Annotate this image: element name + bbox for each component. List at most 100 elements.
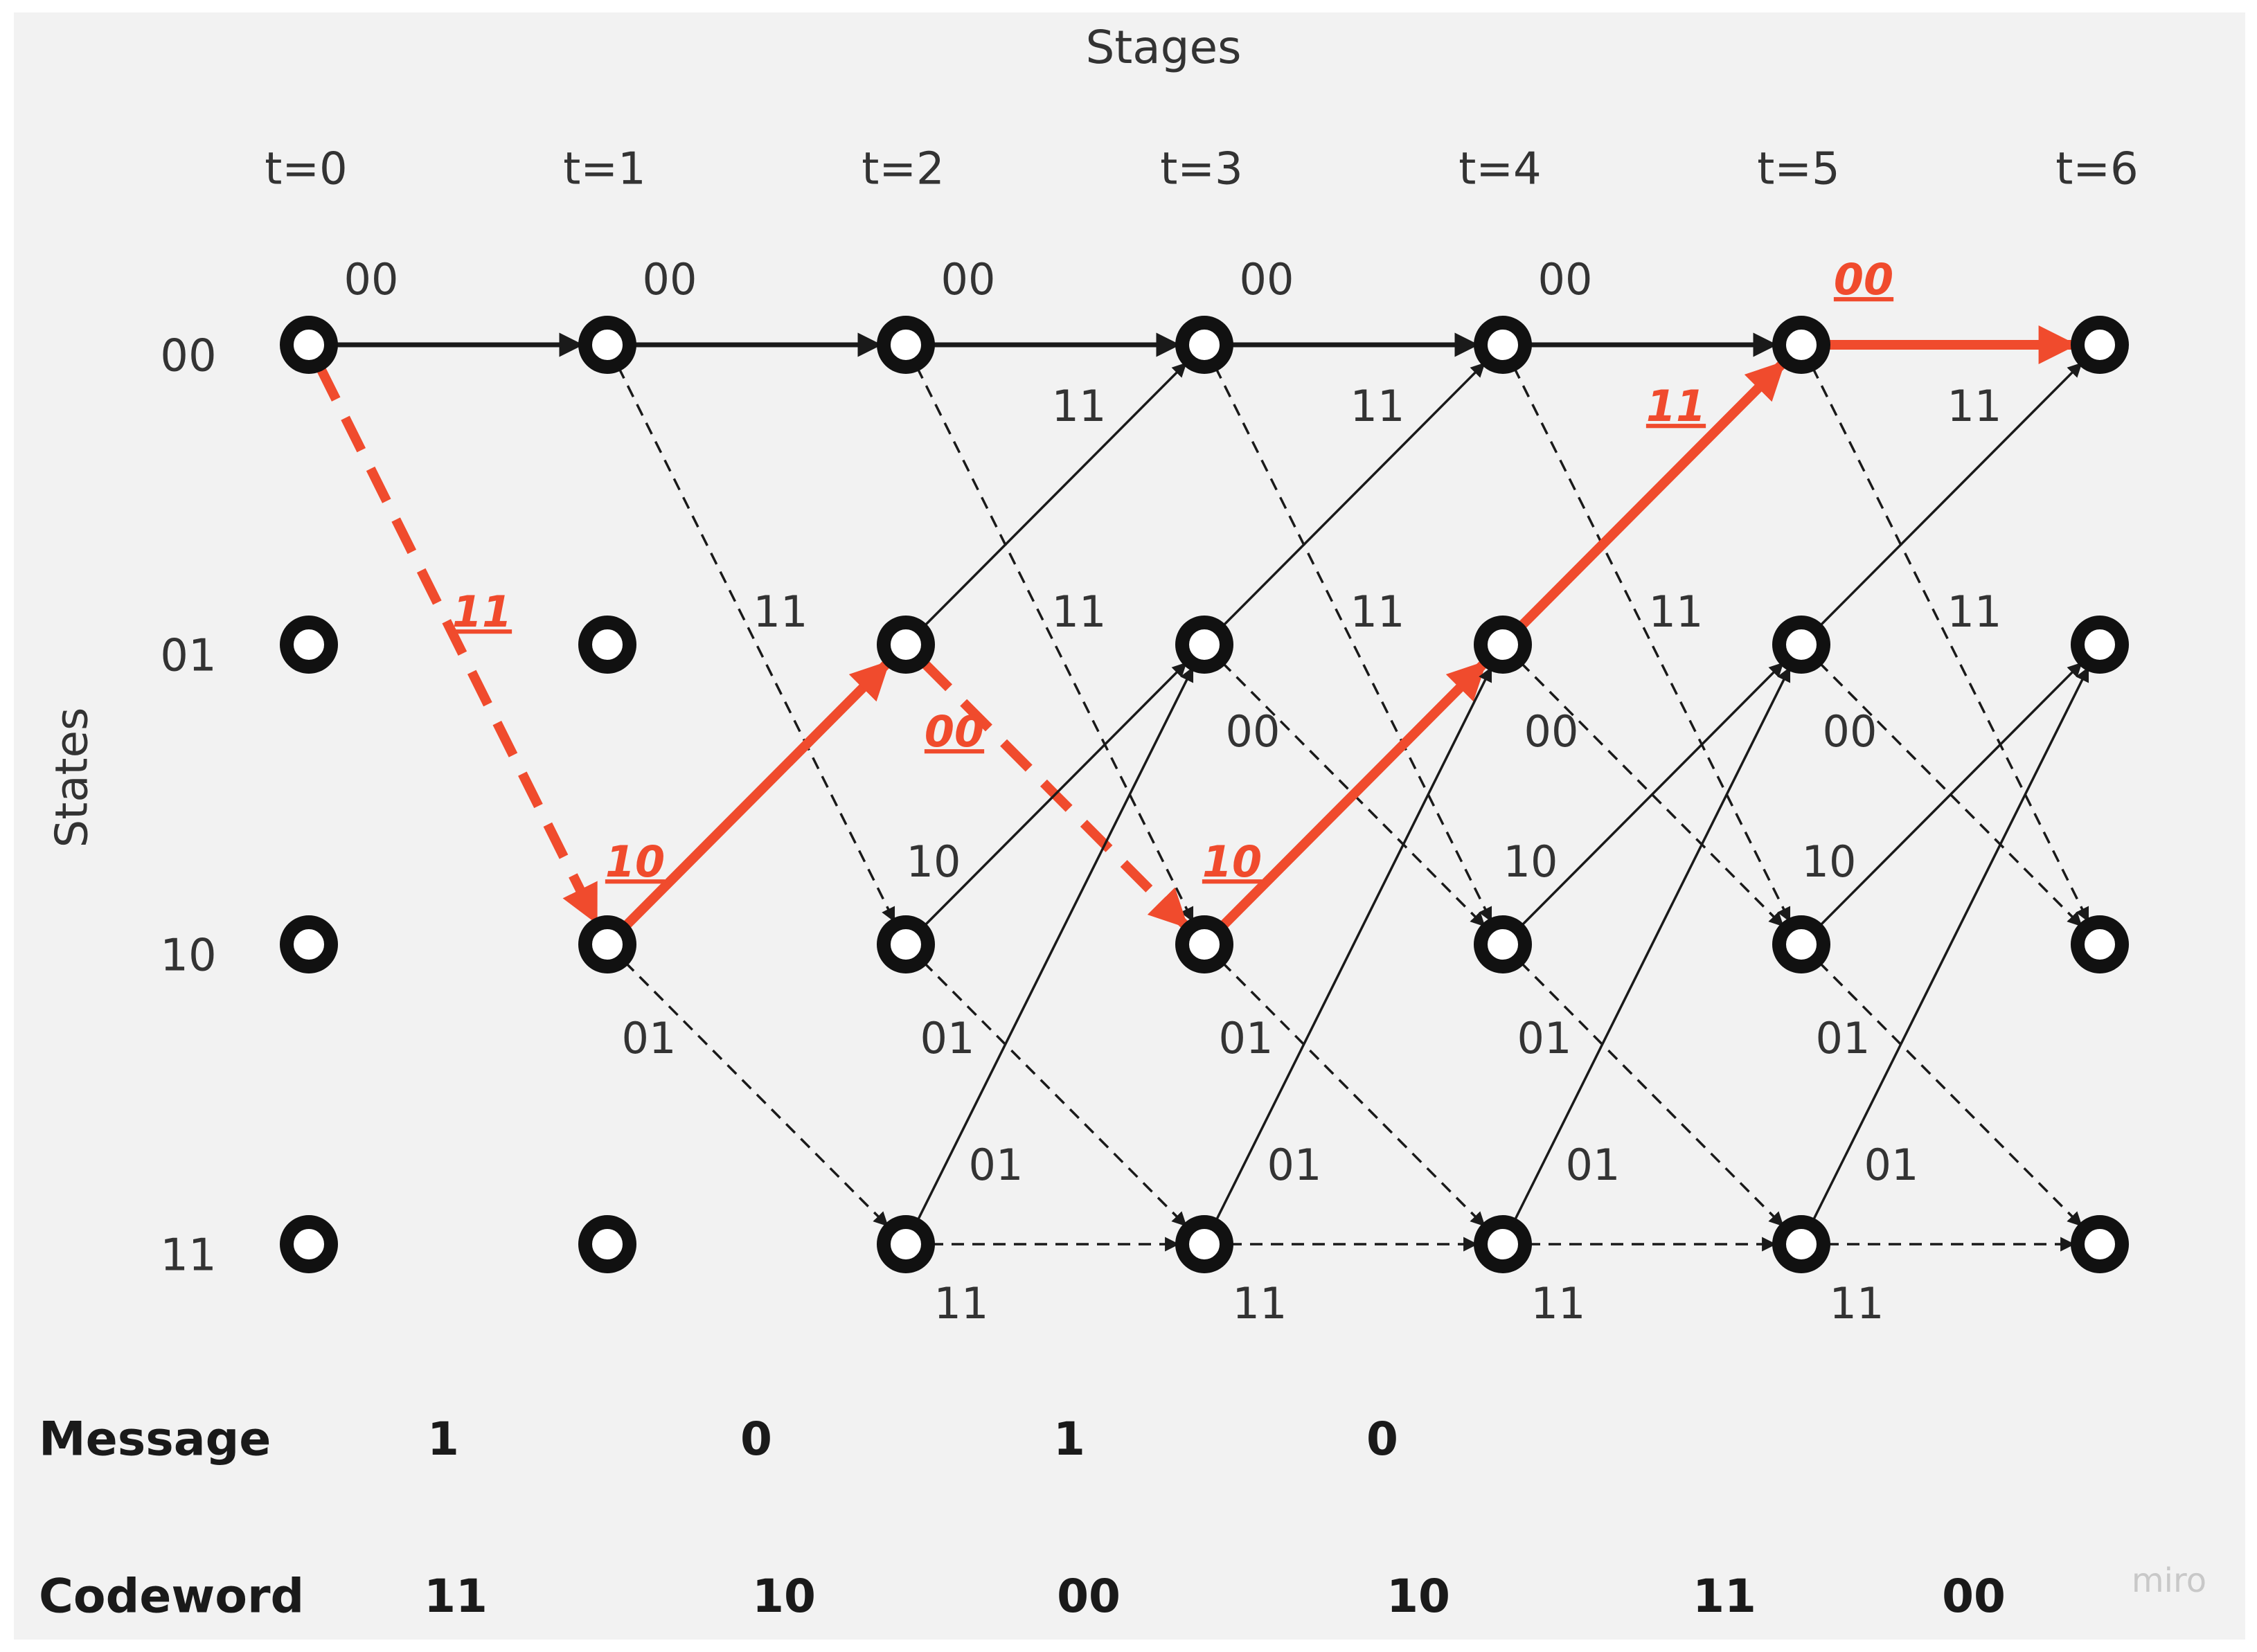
- codeword-symbol: 11: [1693, 1570, 1756, 1623]
- transition-edge: [1214, 667, 1492, 1223]
- state-node: [1772, 616, 1830, 674]
- edge-output-label: 11: [934, 1278, 989, 1329]
- state-node: [280, 616, 338, 674]
- edge-output-label: 10: [1504, 836, 1558, 887]
- state-node: [1474, 316, 1532, 374]
- edge-output-label: 10: [907, 836, 961, 887]
- state-node: [877, 616, 935, 674]
- transition-edge: [1818, 961, 2082, 1227]
- state-node: [280, 316, 338, 374]
- state-node: [877, 316, 935, 374]
- state-node: [578, 616, 636, 674]
- message-label: Message: [39, 1412, 271, 1467]
- transition-edge: [621, 659, 891, 931]
- stage-label: t=6: [2055, 144, 2138, 195]
- stage-label: t=4: [1458, 144, 1541, 195]
- trellis-diagram: 0011001110010011110010010111001111001001…: [39, 21, 2206, 1624]
- edge-output-label: 01: [1517, 1013, 1572, 1063]
- edge-output-label: 11: [1052, 381, 1107, 431]
- state-node: [2071, 915, 2129, 973]
- edge-output-label: 01: [969, 1140, 1024, 1190]
- transition-edge: [1221, 362, 1486, 628]
- edge-output-label: 11: [753, 586, 808, 637]
- message-bit: 0: [740, 1412, 772, 1466]
- transition-edge: [1519, 961, 1784, 1227]
- path-output-label: 11: [452, 586, 512, 637]
- edge-output-label: 01: [622, 1013, 677, 1063]
- edge-output-label: 01: [1816, 1013, 1871, 1063]
- state-node: [877, 915, 935, 973]
- state-node: [2071, 616, 2129, 674]
- state-label: 00: [160, 331, 216, 382]
- transition-edge: [1818, 662, 2082, 928]
- edge-output-label: 11: [1830, 1278, 1884, 1329]
- codeword-label: Codeword: [39, 1570, 304, 1624]
- state-label: 10: [160, 931, 216, 982]
- state-node: [578, 316, 636, 374]
- edge-output-label: 11: [1350, 586, 1405, 637]
- edge-output-label: 11: [1233, 1278, 1287, 1329]
- transition-edge: [315, 365, 600, 924]
- edge-output-label: 11: [1052, 586, 1107, 637]
- transition-edge: [1517, 359, 1787, 631]
- edge-output-label: 11: [1531, 1278, 1586, 1329]
- state-label: 01: [160, 631, 216, 682]
- message-bit: 1: [427, 1412, 459, 1466]
- stage-label: t=3: [1160, 144, 1242, 195]
- state-node: [1175, 616, 1233, 674]
- state-node: [1175, 1215, 1233, 1273]
- message-bit: 1: [1053, 1412, 1085, 1466]
- edge-output-label: 00: [1226, 706, 1281, 757]
- codeword-symbol: 00: [1057, 1570, 1121, 1623]
- edge-output-label: 00: [1538, 254, 1593, 305]
- codeword-symbol: 10: [1386, 1570, 1450, 1623]
- state-node: [280, 1215, 338, 1273]
- edge-output-label: 11: [1947, 381, 2002, 431]
- edge-output-label: 00: [1240, 254, 1294, 305]
- state-node: [1474, 616, 1532, 674]
- transition-edge: [1221, 961, 1486, 1227]
- state-node: [1772, 1215, 1830, 1273]
- edge-output-label: 11: [1947, 586, 2002, 637]
- state-node: [578, 1215, 636, 1273]
- edge-output-label: 00: [941, 254, 996, 305]
- transition-edge: [922, 961, 1187, 1227]
- stage-label: t=0: [265, 144, 347, 195]
- edge-output-label: 11: [1649, 586, 1704, 637]
- edge-output-label: 00: [1524, 706, 1579, 757]
- edge-output-label: 10: [1802, 836, 1857, 887]
- state-node: [2071, 1215, 2129, 1273]
- path-output-label: 00: [1834, 254, 1893, 305]
- transition-edge: [922, 362, 1187, 628]
- state-node: [877, 1215, 935, 1273]
- transition-edge: [916, 667, 1194, 1223]
- stage-label: t=1: [563, 144, 645, 195]
- transition-edge: [1218, 659, 1488, 931]
- state-label: 11: [160, 1230, 216, 1282]
- miro-watermark: miro: [2132, 1561, 2206, 1600]
- transition-edge: [922, 662, 1187, 928]
- path-output-label: 10: [1202, 836, 1262, 887]
- edge-output-label: 11: [1350, 381, 1405, 431]
- y-axis-label: States: [47, 708, 98, 848]
- edge-output-label: 01: [1566, 1140, 1621, 1190]
- path-output-label: 11: [1646, 381, 1706, 431]
- state-node: [1474, 1215, 1532, 1273]
- transition-edge: [624, 961, 889, 1227]
- edge-output-label: 01: [920, 1013, 975, 1063]
- state-node: [1474, 915, 1532, 973]
- edge-output-label: 00: [1823, 706, 1877, 757]
- edge-output-label: 00: [643, 254, 697, 305]
- edge-output-label: 01: [1267, 1140, 1322, 1190]
- codeword-symbol: 10: [752, 1570, 816, 1623]
- path-output-label: 10: [605, 836, 665, 887]
- stage-label: t=5: [1757, 144, 1839, 195]
- state-node: [280, 915, 338, 973]
- diagram-title: Stages: [1085, 21, 1241, 74]
- transition-edge: [1811, 667, 2089, 1223]
- edge-output-label: 01: [1864, 1140, 1919, 1190]
- path-output-label: 00: [925, 706, 984, 757]
- state-node: [1772, 316, 1830, 374]
- state-node: [578, 915, 636, 973]
- transition-edge: [1513, 667, 1791, 1223]
